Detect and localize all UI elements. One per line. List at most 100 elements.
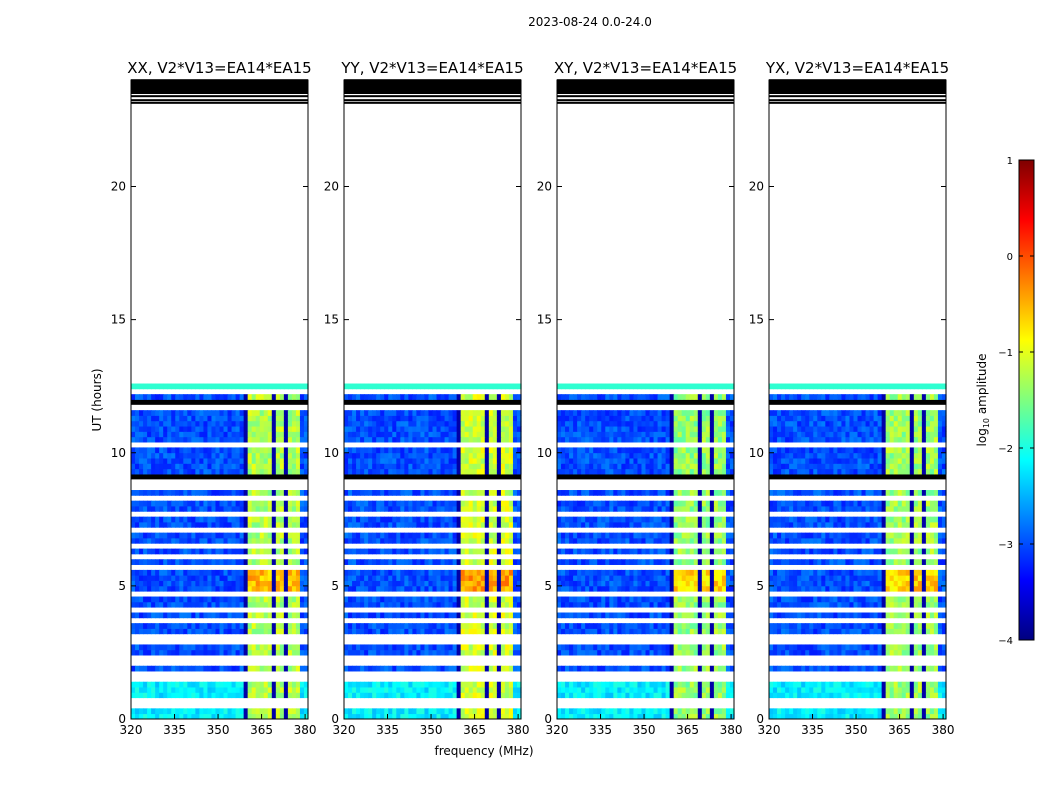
heatmap-cell xyxy=(669,490,675,496)
heatmap-cell xyxy=(396,500,401,507)
heatmap-cell xyxy=(416,585,422,592)
heatmap-cell xyxy=(577,452,582,459)
heatmap-cell xyxy=(239,559,245,565)
heatmap-cell xyxy=(279,458,285,464)
heatmap-cell xyxy=(364,415,369,422)
heatmap-cell xyxy=(376,601,381,608)
heatmap-cell xyxy=(259,500,265,507)
heatmap-cell xyxy=(673,490,679,496)
heatmap-cell xyxy=(151,644,156,651)
heatmap-cell xyxy=(255,612,261,619)
heatmap-cell xyxy=(657,585,663,592)
heatmap-cell xyxy=(484,569,490,576)
heatmap-cell xyxy=(713,569,719,576)
heatmap-cell xyxy=(191,628,196,635)
heatmap-cell xyxy=(448,463,454,470)
heatmap-cell xyxy=(512,506,518,512)
heatmap-cell xyxy=(183,383,188,390)
heatmap-cell xyxy=(621,628,626,635)
heatmap-cell xyxy=(247,516,253,523)
heatmap-cell xyxy=(155,537,160,544)
heatmap-cell xyxy=(508,713,514,720)
heatmap-cell xyxy=(633,569,639,576)
heatmap-cell xyxy=(348,431,353,438)
heatmap-cell xyxy=(131,665,136,672)
heatmap-cell xyxy=(231,452,237,459)
heatmap-cell xyxy=(508,559,514,565)
heatmap-cell xyxy=(199,580,205,587)
heatmap-cell xyxy=(299,623,305,629)
heatmap-cell xyxy=(392,468,397,475)
heatmap-cell xyxy=(464,463,470,470)
heatmap-cell xyxy=(617,649,622,656)
heatmap-cell xyxy=(227,708,233,715)
heatmap-cell xyxy=(131,692,136,699)
heatmap-cell xyxy=(388,601,393,608)
heatmap-cell xyxy=(629,644,635,651)
heatmap-cell xyxy=(488,506,494,512)
heatmap-cell xyxy=(191,410,196,416)
heatmap-cell xyxy=(420,601,426,608)
heatmap-cell xyxy=(512,458,518,464)
heatmap-cell xyxy=(235,649,241,656)
heatmap-cell xyxy=(717,516,723,523)
heatmap-cell xyxy=(444,601,450,608)
heatmap-cell xyxy=(649,468,655,475)
heatmap-cell xyxy=(291,601,297,608)
heatmap-cell xyxy=(412,569,418,576)
heatmap-cell xyxy=(452,537,458,544)
heatmap-cell xyxy=(392,569,397,576)
heatmap-cell xyxy=(372,500,377,507)
heatmap-cell xyxy=(215,628,221,635)
heatmap-cell xyxy=(589,580,594,587)
heatmap-cell xyxy=(420,436,426,443)
flag-row-black xyxy=(344,474,521,480)
heatmap-cell xyxy=(709,612,715,619)
heatmap-cell xyxy=(705,601,711,608)
heatmap-cell xyxy=(251,410,257,416)
heatmap-cell xyxy=(183,601,188,608)
heatmap-cell xyxy=(412,452,418,459)
heatmap-cell xyxy=(677,692,683,699)
heatmap-cell xyxy=(295,463,301,470)
heatmap-cell xyxy=(460,410,466,416)
heatmap-cell xyxy=(432,516,438,523)
heatmap-cell xyxy=(356,559,361,565)
heatmap-cell xyxy=(404,426,409,432)
heatmap-cell xyxy=(231,468,237,475)
heatmap-cell xyxy=(597,569,602,576)
heatmap-cell xyxy=(199,628,205,635)
heatmap-cell xyxy=(356,447,361,454)
heatmap-cell xyxy=(199,692,205,699)
heatmap-cell xyxy=(388,708,393,715)
heatmap-cell xyxy=(364,431,369,438)
heatmap-cell xyxy=(191,692,196,699)
heatmap-cell xyxy=(135,521,140,528)
heatmap-cell xyxy=(504,500,510,507)
heatmap-cell xyxy=(295,612,301,619)
heatmap-cell xyxy=(247,500,253,507)
heatmap-cell xyxy=(488,665,494,672)
heatmap-cell xyxy=(143,596,148,603)
heatmap-cell xyxy=(179,665,184,672)
heatmap-cell xyxy=(179,548,184,555)
heatmap-cell xyxy=(364,548,369,555)
heatmap-cell xyxy=(697,628,703,635)
heatmap-cell xyxy=(211,580,217,587)
heatmap-cell xyxy=(661,687,667,693)
heatmap-cell xyxy=(464,713,470,720)
heatmap-cell xyxy=(404,468,409,475)
heatmap-cell xyxy=(661,500,667,507)
heatmap-cell xyxy=(436,436,442,443)
heatmap-cell xyxy=(725,649,731,656)
heatmap-cell xyxy=(239,580,245,587)
heatmap-cell xyxy=(179,426,184,432)
heatmap-cell xyxy=(167,575,172,581)
heatmap-cell xyxy=(661,569,667,576)
heatmap-cell xyxy=(344,436,349,443)
heatmap-cell xyxy=(195,394,200,400)
heatmap-cell xyxy=(589,628,594,635)
heatmap-cell xyxy=(392,410,397,416)
heatmap-cell xyxy=(581,537,586,544)
heatmap-cell xyxy=(424,559,430,565)
